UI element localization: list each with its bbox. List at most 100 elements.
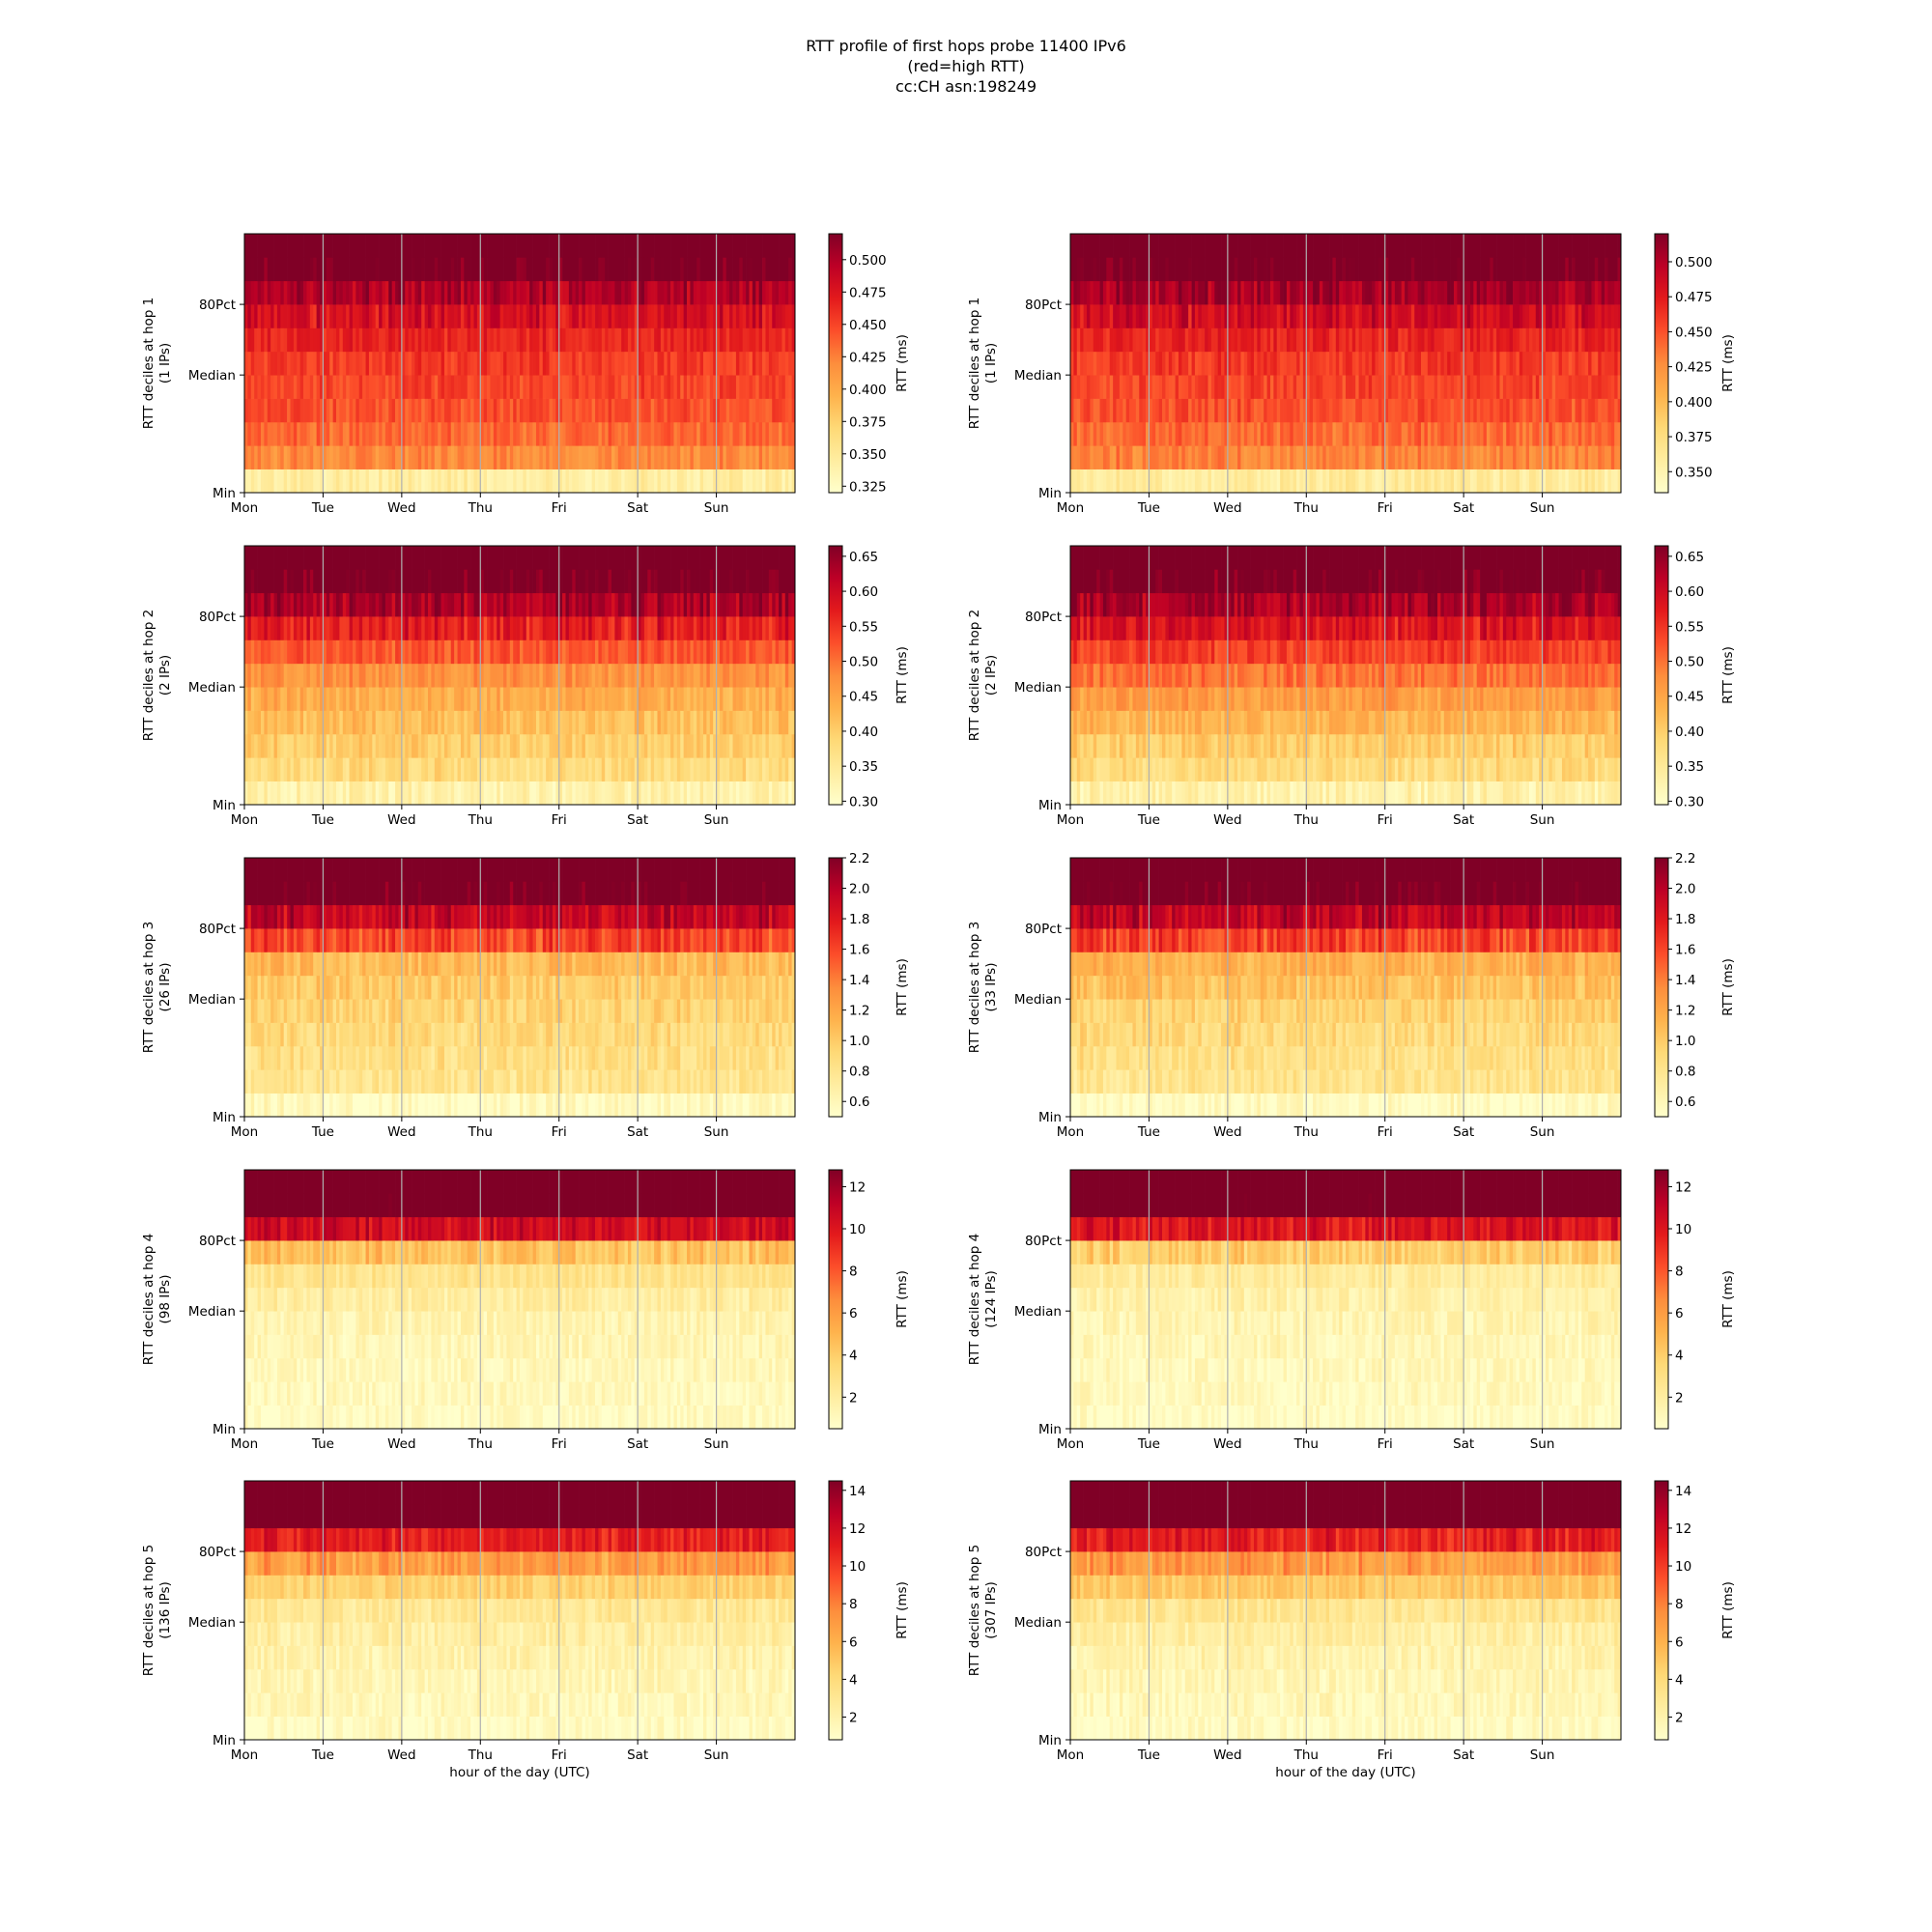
heatmap-cell: [503, 734, 507, 758]
heatmap-cell: [418, 375, 422, 399]
heatmap-cell: [291, 399, 295, 423]
heatmap-cell: [1595, 327, 1599, 352]
heatmap-cell: [595, 327, 599, 352]
heatmap-cell: [602, 352, 606, 376]
heatmap-cell: [369, 257, 373, 281]
heatmap-cell: [268, 664, 271, 688]
heatmap-cell: [1369, 469, 1373, 494]
heatmap-cell: [268, 234, 271, 258]
heatmap-cell: [520, 569, 524, 593]
heatmap-cell: [687, 352, 691, 376]
heatmap-cell: [533, 757, 537, 781]
heatmap-cell: [474, 375, 478, 399]
heatmap-cell: [1395, 352, 1399, 376]
heatmap-cell: [631, 375, 635, 399]
heatmap-cell: [1179, 399, 1182, 423]
heatmap-panel-hop-2: Mon Tue Wed Thu Fri Sat SunMinMedian80PctRTT d…: [141, 546, 910, 828]
heatmap-cell: [680, 234, 684, 258]
heatmap-cell: [576, 257, 580, 281]
heatmap-cell: [435, 422, 439, 446]
heatmap-cell: [1490, 422, 1493, 446]
heatmap-cell: [582, 352, 585, 376]
heatmap-cell: [388, 469, 392, 494]
heatmap-cell: [651, 281, 655, 305]
heatmap-cell: [333, 664, 337, 688]
heatmap-cell: [277, 616, 281, 640]
heatmap-cell: [385, 469, 389, 494]
heatmap-cell: [1548, 281, 1552, 305]
heatmap-cell: [598, 781, 602, 806]
heatmap-cell: [385, 445, 389, 469]
heatmap-cell: [776, 257, 780, 281]
heatmap-cell: [1398, 422, 1402, 446]
heatmap-cell: [447, 422, 451, 446]
heatmap-cell: [297, 546, 300, 570]
heatmap-cell: [339, 546, 343, 570]
heatmap-cell: [1326, 469, 1330, 494]
heatmap-cell: [755, 445, 759, 469]
heatmap-cell: [684, 327, 688, 352]
heatmap-cell: [588, 546, 592, 570]
heatmap-cell: [582, 422, 585, 446]
heatmap-cell: [1487, 257, 1491, 281]
heatmap-cell: [1316, 375, 1320, 399]
heatmap-cell: [484, 781, 488, 806]
heatmap-cell: [1247, 304, 1251, 328]
heatmap-cell: [425, 546, 429, 570]
heatmap-cell: [421, 734, 425, 758]
heatmap-cell: [772, 327, 776, 352]
heatmap-cell: [1516, 234, 1520, 258]
heatmap-cell: [1484, 304, 1488, 328]
heatmap-cell: [343, 546, 347, 570]
heatmap-cell: [369, 781, 373, 806]
colorbar-tick-label: 0.400: [1675, 395, 1713, 411]
heatmap-cell: [506, 569, 510, 593]
heatmap-cell: [1155, 304, 1159, 328]
heatmap-cell: [670, 304, 674, 328]
heatmap-cell: [294, 687, 298, 711]
heatmap-cell: [1559, 304, 1563, 328]
heatmap-cell: [1352, 352, 1356, 376]
heatmap-cell: [353, 469, 356, 494]
heatmap-cell: [529, 546, 533, 570]
heatmap-cell: [1359, 445, 1363, 469]
heatmap-cell: [510, 711, 514, 735]
heatmap-cell: [1440, 375, 1444, 399]
heatmap-cell: [1526, 375, 1530, 399]
heatmap-cell: [1598, 352, 1602, 376]
heatmap-cell: [1424, 375, 1428, 399]
heatmap-cell: [409, 422, 412, 446]
heatmap-cell: [306, 593, 310, 617]
heatmap-cell: [673, 281, 677, 305]
heatmap-cell: [1473, 399, 1477, 423]
heatmap-cell: [647, 327, 651, 352]
heatmap-cell: [383, 546, 386, 570]
heatmap-cell: [1611, 281, 1615, 305]
heatmap-cell: [395, 569, 399, 593]
heatmap-cell: [572, 327, 576, 352]
heatmap-cell: [1188, 234, 1192, 258]
heatmap-cell: [1562, 257, 1566, 281]
heatmap-cell: [1457, 281, 1461, 305]
heatmap-cell: [720, 399, 724, 423]
heatmap-cell: [1395, 327, 1399, 352]
heatmap-cell: [395, 234, 399, 258]
heatmap-cell: [414, 616, 418, 640]
heatmap-cell: [343, 304, 347, 328]
heatmap-cell: [270, 734, 274, 758]
heatmap-cell: [726, 234, 730, 258]
heatmap-cell: [1290, 445, 1293, 469]
heatmap-cell: [372, 445, 376, 469]
heatmap-cell: [533, 281, 537, 305]
heatmap-cell: [306, 234, 310, 258]
heatmap-cell: [362, 422, 366, 446]
heatmap-cell: [435, 352, 439, 376]
heatmap-cell: [729, 352, 733, 376]
heatmap-cell: [431, 375, 435, 399]
heatmap-cell: [1392, 281, 1396, 305]
heatmap-cell: [779, 304, 782, 328]
heatmap-cell: [582, 569, 585, 593]
heatmap-cell: [533, 616, 537, 640]
heatmap-cell: [379, 757, 383, 781]
heatmap-cell: [1195, 469, 1199, 494]
